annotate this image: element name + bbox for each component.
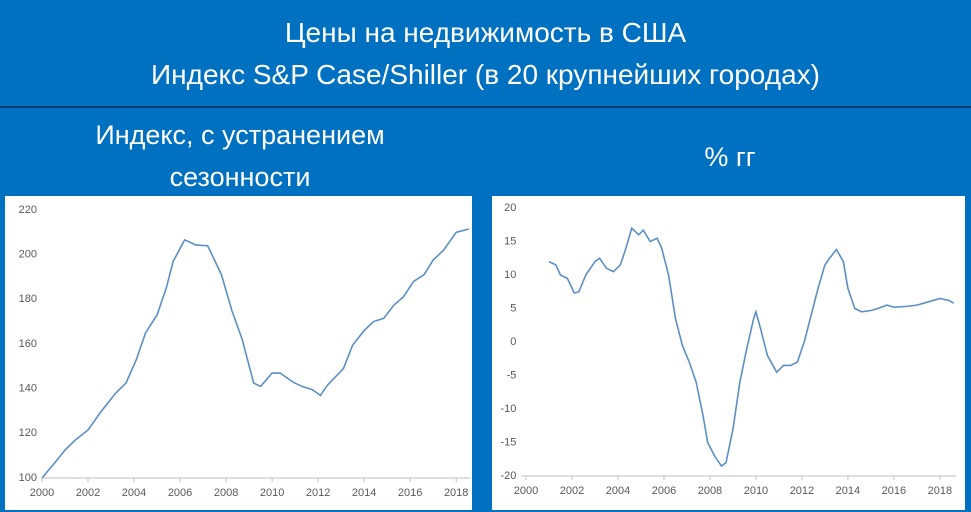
x-tick-label: 2012 (306, 487, 330, 499)
slide-title: Цены на недвижимость в США Индекс S&P Ca… (0, 12, 971, 96)
x-tick-label: 2016 (398, 487, 422, 499)
title-line: Цены на недвижимость в США (284, 17, 687, 48)
separator (0, 106, 971, 108)
x-tick-label: 2018 (444, 487, 468, 499)
chart-panel (492, 196, 965, 510)
x-tick-label: 2008 (698, 485, 722, 497)
y-tick-label: 180 (19, 293, 37, 305)
x-tick-label: 2004 (122, 487, 146, 499)
chart-title: % гг (704, 142, 756, 172)
y-tick-label: 15 (504, 235, 516, 247)
x-tick-label: 2008 (214, 487, 238, 499)
x-tick-label: 2018 (928, 485, 952, 497)
y-tick-label: 220 (19, 204, 37, 216)
x-tick-label: 2000 (30, 487, 54, 499)
x-tick-label: 2014 (352, 487, 376, 499)
x-tick-label: 2010 (744, 485, 768, 497)
y-tick-label: 100 (19, 472, 37, 484)
data-line (548, 226, 955, 468)
x-tick-label: 2016 (882, 485, 906, 497)
x-tick-label: 2006 (168, 487, 192, 499)
y-tick-label: 120 (19, 427, 37, 439)
y-tick-label: -15 (500, 436, 516, 448)
x-tick-label: 2006 (652, 485, 676, 497)
data-line (41, 228, 470, 479)
y-tick-label: -10 (500, 403, 516, 415)
y-tick-label: -5 (507, 369, 517, 381)
chart-panel (5, 196, 472, 510)
y-tick-label: 140 (19, 383, 37, 395)
y-tick-label: 0 (510, 336, 516, 348)
y-tick-label: -20 (500, 470, 516, 482)
x-tick-label: 2000 (514, 485, 538, 497)
y-tick-label: 160 (19, 338, 37, 350)
y-tick-label: 5 (510, 302, 516, 314)
x-tick-label: 2002 (560, 485, 584, 497)
y-tick-label: 10 (504, 269, 516, 281)
y-tick-label: 20 (504, 202, 516, 214)
chart-title: Индекс, с устранением сезонности (95, 120, 385, 192)
x-tick-label: 2002 (76, 487, 100, 499)
x-tick-label: 2004 (606, 485, 630, 497)
y-tick-label: 200 (19, 249, 37, 261)
x-tick-label: 2012 (790, 485, 814, 497)
x-tick-label: 2010 (260, 487, 284, 499)
x-tick-label: 2014 (836, 485, 860, 497)
title-line: Индекс S&P Case/Shiller (в 20 крупнейших… (151, 59, 820, 90)
